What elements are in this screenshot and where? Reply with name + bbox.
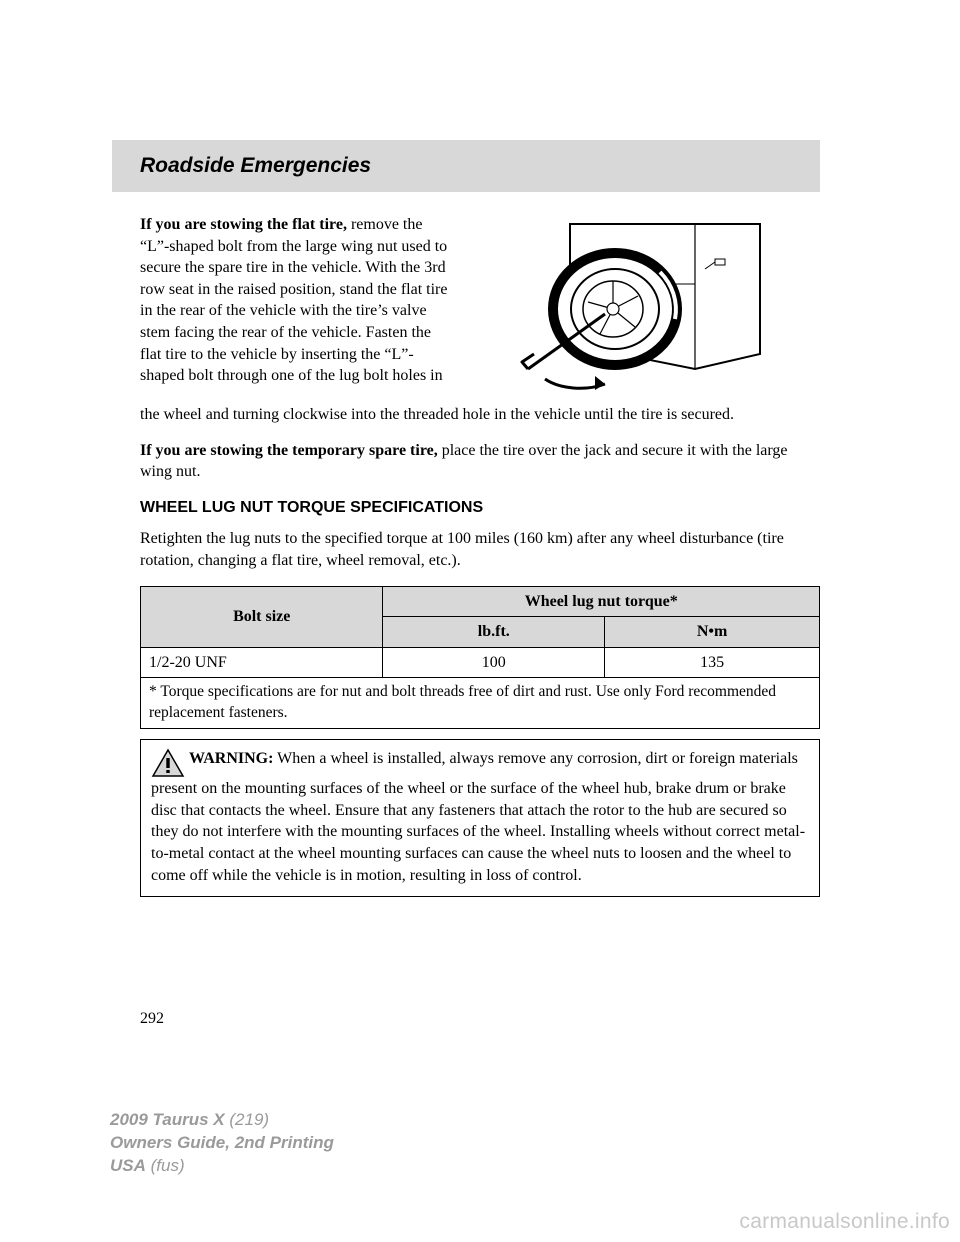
- th-lbft: lb.ft.: [383, 617, 605, 648]
- page-container: Roadside Emergencies If you are stowing …: [0, 0, 960, 1242]
- footer-code: (219): [225, 1110, 269, 1129]
- footer-line-2: Owners Guide, 2nd Printing: [110, 1132, 334, 1155]
- paragraph-with-figure: If you are stowing the flat tire, remove…: [140, 214, 820, 394]
- section-title: Roadside Emergencies: [140, 154, 371, 178]
- paragraph-2: If you are stowing the temporary spare t…: [140, 440, 820, 483]
- footer-model: 2009 Taurus X: [110, 1110, 225, 1129]
- table-footnote-row: * Torque specifications are for nut and …: [141, 678, 820, 729]
- paragraph-3: Retighten the lug nuts to the specified …: [140, 528, 820, 571]
- p2-bold: If you are stowing the temporary spare t…: [140, 442, 438, 459]
- td-lbft: 100: [383, 647, 605, 678]
- page-number: 292: [140, 1010, 164, 1028]
- body-content: If you are stowing the flat tire, remove…: [140, 214, 820, 897]
- warning-label: WARNING:: [189, 750, 273, 767]
- section-header: Roadside Emergencies: [112, 140, 820, 192]
- p1-bold: If you are stowing the flat tire,: [140, 216, 347, 233]
- warning-text-body: When a wheel is installed, always remove…: [151, 750, 805, 883]
- tire-stow-figure: [460, 214, 820, 394]
- footer-fus: (fus): [146, 1156, 185, 1175]
- warning-content: WARNING: When a wheel is installed, alwa…: [151, 750, 805, 883]
- watermark: carmanualsonline.info: [739, 1210, 950, 1234]
- th-torque: Wheel lug nut torque*: [383, 586, 820, 617]
- table-header-row-1: Bolt size Wheel lug nut torque*: [141, 586, 820, 617]
- footer: 2009 Taurus X (219) Owners Guide, 2nd Pr…: [110, 1109, 334, 1178]
- torque-table: Bolt size Wheel lug nut torque* lb.ft. N…: [140, 586, 820, 730]
- tire-illustration-icon: [510, 214, 770, 394]
- paragraph-1-column: If you are stowing the flat tire, remove…: [140, 214, 450, 394]
- footer-line-1: 2009 Taurus X (219): [110, 1109, 334, 1132]
- th-bolt-size: Bolt size: [141, 586, 383, 647]
- torque-section-heading: WHEEL LUG NUT TORQUE SPECIFICATIONS: [140, 497, 820, 519]
- table-row: 1/2-20 UNF 100 135: [141, 647, 820, 678]
- p1-continuation: the wheel and turning clockwise into the…: [140, 404, 820, 426]
- td-footnote: * Torque specifications are for nut and …: [141, 678, 820, 729]
- p1-text: remove the “L”-shaped bolt from the larg…: [140, 216, 447, 384]
- warning-triangle-icon: [151, 748, 185, 778]
- warning-box: WARNING: When a wheel is installed, alwa…: [140, 739, 820, 897]
- th-nm: N•m: [605, 617, 820, 648]
- footer-region: USA: [110, 1156, 146, 1175]
- td-bolt: 1/2-20 UNF: [141, 647, 383, 678]
- td-nm: 135: [605, 647, 820, 678]
- footer-line-3: USA (fus): [110, 1155, 334, 1178]
